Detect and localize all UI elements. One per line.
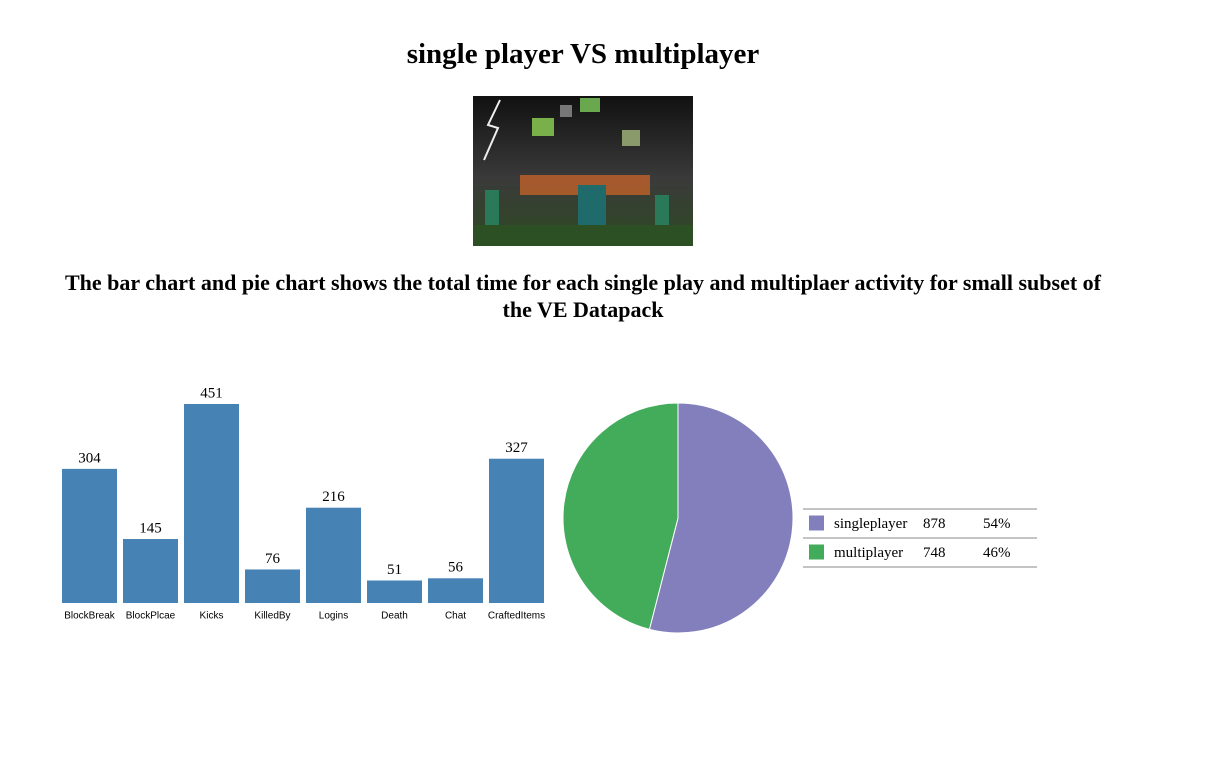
legend-percent: 54% (983, 516, 1011, 532)
legend-label: singleplayer (834, 516, 907, 532)
page-title: single player VS multiplayer (406, 38, 760, 70)
x-tick-label: Death (381, 611, 408, 622)
bar (245, 569, 300, 603)
x-tick-label: CraftedItems (488, 611, 545, 622)
legend-value: 748 (923, 545, 946, 561)
value-label: 304 (78, 450, 101, 466)
x-tick-label: Kicks (200, 611, 224, 622)
page-subtitle: The bar chart and pie chart shows the to… (64, 270, 1102, 322)
pie-slice (562, 402, 679, 631)
bar (306, 507, 361, 603)
bar (184, 404, 239, 603)
bar (123, 539, 178, 603)
value-label: 56 (448, 560, 464, 576)
value-label: 76 (265, 551, 281, 567)
bar (62, 468, 117, 603)
legend-label: multiplayer (834, 545, 903, 561)
legend-value: 878 (923, 516, 946, 532)
x-tick-label: BlockBreak (64, 611, 116, 622)
x-tick-label: KilledBy (254, 611, 290, 622)
value-label: 451 (200, 385, 223, 401)
value-label: 216 (322, 489, 345, 505)
bar (489, 458, 544, 603)
value-label: 327 (505, 440, 528, 456)
legend-swatch (809, 544, 824, 560)
value-label: 145 (139, 520, 162, 536)
bar (428, 578, 483, 603)
bar (367, 580, 422, 603)
pie-chart: singleplayer 878 54% multiplayer 748 46% (562, 402, 1037, 634)
x-tick-label: BlockPlcae (126, 611, 176, 622)
x-tick-label: Chat (445, 611, 466, 622)
legend-percent: 46% (983, 545, 1011, 561)
value-label: 51 (387, 562, 402, 578)
bar-chart: 304 BlockBreak 145 BlockPlcae 451 Kicks 76 Kill… (62, 385, 545, 622)
x-tick-label: Logins (319, 611, 348, 622)
legend-swatch (809, 515, 824, 531)
pie-slice (648, 402, 794, 634)
header-image (473, 96, 693, 246)
